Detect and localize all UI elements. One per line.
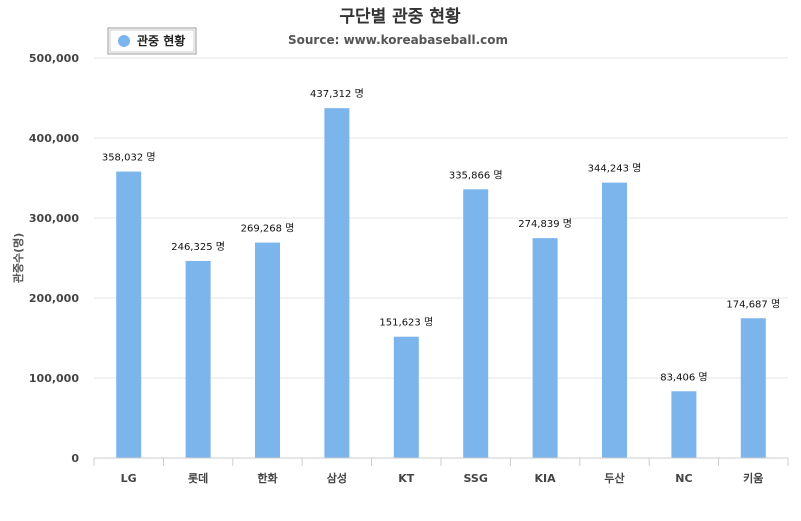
data-label: 335,866 명 [449, 169, 503, 181]
bar[interactable] [532, 238, 558, 458]
y-tick-label: 500,000 [29, 52, 79, 65]
y-tick-label: 300,000 [29, 212, 79, 225]
data-label: 269,268 명 [241, 223, 295, 235]
x-tick-label: KT [398, 472, 415, 485]
bar[interactable] [116, 171, 142, 458]
y-tick-label: 200,000 [29, 292, 79, 305]
x-tick-label: 한화 [257, 471, 277, 485]
data-label: 83,406 명 [660, 371, 707, 383]
chart-title: 구단별 관중 현황 [339, 7, 461, 27]
bar[interactable] [185, 260, 211, 458]
x-tick-label: 삼성 [327, 471, 347, 485]
bar[interactable] [393, 336, 419, 458]
x-tick-label: 롯데 [188, 471, 208, 485]
x-tick-label: NC [675, 472, 692, 485]
legend-label: 관중 현황 [137, 33, 185, 48]
data-label: 358,032 명 [102, 152, 156, 164]
x-axis-labels: LG 롯데 한화 삼성 KT SSG KIA 두산 NC 키움 [121, 471, 764, 485]
bar[interactable] [740, 318, 766, 458]
data-label: 151,623 명 [379, 317, 433, 329]
bar[interactable] [602, 182, 627, 459]
data-label: 246,325 명 [171, 241, 225, 253]
bar[interactable] [671, 391, 697, 458]
x-tick-label: SSG [464, 472, 488, 485]
data-label: 274,839 명 [518, 218, 572, 230]
x-axis-ticks [93, 458, 789, 466]
x-tick-label: 키움 [743, 471, 763, 485]
x-tick-label: 두산 [604, 471, 624, 485]
bar[interactable] [463, 189, 489, 459]
legend[interactable]: 관중 현황 [107, 27, 197, 55]
y-tick-label: 0 [71, 452, 79, 465]
chart-subtitle: Source: www.koreabaseball.com [288, 33, 508, 47]
legend-marker [118, 35, 130, 47]
legend-inner-border [109, 29, 195, 53]
y-axis-ticks: 0 100,000 200,000 300,000 400,000 500,000 [29, 52, 79, 465]
data-label: 174,687 명 [726, 298, 780, 310]
data-label: 344,243 명 [588, 163, 642, 175]
bar-series [116, 108, 766, 459]
data-label: 437,312 명 [310, 88, 364, 100]
y-tick-label: 100,000 [29, 372, 79, 385]
y-axis-title: 관중수(명) [11, 233, 25, 284]
bar[interactable] [324, 108, 350, 459]
data-labels: 358,032 명 246,325 명 269,268 명 437,312 명 151,… [102, 88, 780, 383]
y-tick-label: 400,000 [29, 132, 79, 145]
bar[interactable] [255, 242, 280, 458]
x-tick-label: LG [121, 472, 137, 485]
x-tick-label: KIA [535, 472, 557, 485]
